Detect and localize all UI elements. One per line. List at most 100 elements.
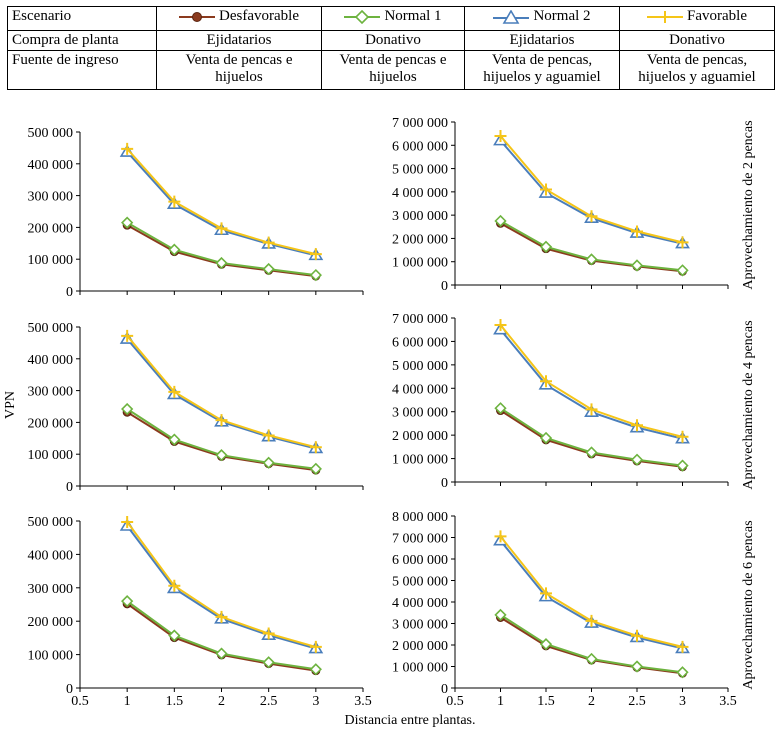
- series-line-favorable: [126, 521, 317, 648]
- data-point-favorable: [309, 640, 322, 653]
- y-tick-label: 0: [66, 480, 73, 495]
- data-point-normal-1: [215, 647, 228, 660]
- x-tick-label: 3: [679, 694, 686, 709]
- series-line-normal-2: [126, 525, 317, 650]
- data-point-normal-1: [309, 268, 322, 282]
- data-point-favorable: [168, 385, 181, 398]
- series-line-normal-2: [499, 329, 683, 440]
- header-label-compra: Compra de planta: [7, 29, 157, 51]
- data-point-normal-1: [494, 214, 507, 228]
- x-tick-label: 1: [124, 694, 131, 709]
- data-point-favorable: [585, 614, 598, 627]
- y-tick-label: 3 000 000: [392, 618, 448, 633]
- x-tick-label: 2.5: [260, 694, 278, 709]
- data-point-normal-1: [585, 253, 598, 266]
- y-tick-label: 6 000 000: [392, 139, 448, 154]
- y-tick-label: 4 000 000: [392, 382, 448, 397]
- data-point-favorable: [309, 248, 322, 261]
- header-row-compra: Compra de planta Ejidatarios Donativo Ej…: [7, 29, 775, 51]
- data-point-favorable: [262, 236, 275, 249]
- x-tick-label: 2: [218, 694, 225, 709]
- x-tick-label: 1.5: [166, 694, 184, 709]
- x-tick-label: 3.5: [354, 694, 372, 709]
- data-point-favorable: [309, 441, 322, 454]
- series-line-normal-2: [126, 338, 317, 450]
- y-tick-label: 1 000 000: [392, 661, 448, 676]
- y-tick-label: 2 000 000: [392, 639, 448, 654]
- data-point-favorable: [215, 414, 228, 427]
- data-point-normal-1: [585, 652, 598, 666]
- y-tick-label: 6 000 000: [392, 335, 448, 350]
- y-tick-label: 2 000 000: [392, 232, 448, 247]
- data-point-normal-1: [676, 666, 689, 679]
- data-point-normal-1: [121, 402, 134, 416]
- x-tick-label: 3: [312, 694, 319, 709]
- data-point-favorable: [676, 236, 689, 249]
- data-point-normal-1: [539, 240, 553, 253]
- y-tick-label: 500 000: [28, 515, 74, 530]
- data-point-favorable: [631, 419, 643, 432]
- x-tick-label: 0.5: [446, 694, 464, 709]
- x-tick-label: 2: [588, 694, 595, 709]
- data-point-normal-1: [168, 433, 181, 446]
- y-tick-label: 4 000 000: [392, 186, 448, 201]
- data-point-favorable: [540, 183, 552, 196]
- legend-label-desfavorable: Desfavorable: [219, 8, 299, 24]
- x-tick-label: 2.5: [628, 694, 646, 709]
- data-point-favorable: [168, 579, 181, 592]
- data-point-favorable: [262, 429, 275, 442]
- y-tick-label: 1 000 000: [392, 256, 448, 271]
- data-point-favorable: [676, 430, 689, 443]
- header-table-container: Escenario Desfavorable Normal 1 Normal 2…: [7, 6, 775, 90]
- y-tick-label: 400 000: [28, 353, 74, 368]
- series-line-normal-2: [499, 139, 683, 245]
- data-point-favorable: [121, 142, 134, 155]
- y-tick-label: 300 000: [28, 385, 74, 400]
- data-point-normal-1: [630, 259, 644, 272]
- legend-marker-favorable-icon: [647, 10, 683, 23]
- header-label-scenario: Escenario: [7, 6, 157, 31]
- header-table: Escenario Desfavorable Normal 1 Normal 2…: [7, 6, 775, 90]
- y-tick-label: 200 000: [28, 416, 74, 431]
- y-tick-label: 200 000: [28, 615, 74, 630]
- header-cell-fuente-3: Venta de pencas, hijuelos y aguamiel: [464, 49, 620, 90]
- data-point-normal-1: [215, 449, 228, 462]
- data-point-normal-1: [168, 629, 181, 642]
- data-point-favorable: [676, 640, 689, 653]
- data-point-favorable: [215, 222, 228, 235]
- data-point-favorable: [494, 129, 507, 142]
- y-tick-label: 200 000: [28, 221, 74, 236]
- data-point-favorable: [215, 610, 228, 623]
- data-point-favorable: [631, 629, 643, 642]
- data-point-normal-1: [630, 453, 644, 466]
- data-point-normal-1: [168, 243, 181, 256]
- series-line-favorable: [499, 324, 683, 438]
- data-point-normal-1: [262, 656, 275, 669]
- chart-panel-5: 0 100 000 200 000 300 000 400 000 500 000 0.5 1…: [28, 515, 372, 709]
- row-label-6-pencas: Aprovechamiento de 6 pencas: [741, 520, 756, 689]
- data-point-favorable: [121, 516, 134, 529]
- legend-item-normal-1: Normal 1: [321, 6, 465, 31]
- x-tick-label: 0.5: [71, 694, 89, 709]
- y-tick-label: 100 000: [28, 253, 74, 268]
- legend-item-desfavorable: Desfavorable: [156, 6, 322, 31]
- legend-label-normal-2: Normal 2: [533, 8, 591, 24]
- data-point-favorable: [540, 587, 552, 600]
- y-tick-label: 7 000 000: [392, 312, 448, 327]
- row-label-2-pencas: Aprovechamiento de 2 pencas: [741, 120, 756, 289]
- legend-label-favorable: Favorable: [687, 8, 747, 24]
- y-tick-label: 3 000 000: [392, 209, 448, 224]
- header-label-fuente: Fuente de ingreso: [7, 49, 157, 90]
- y-tick-label: 5 000 000: [392, 359, 448, 374]
- series-line-favorable: [499, 135, 683, 244]
- chart-panel-6: 0 1 000 000 2 000 000 3 000 000 4 000 000 5 0…: [392, 510, 737, 709]
- data-point-normal-1: [676, 264, 689, 277]
- data-point-normal-1: [494, 402, 507, 415]
- data-point-normal-1: [215, 256, 228, 270]
- y-tick-label: 500 000: [28, 126, 74, 141]
- header-cell-fuente-1: Venta de pencas e hijuelos: [156, 49, 322, 90]
- y-tick-label: 3 000 000: [392, 406, 448, 421]
- data-point-favorable: [631, 225, 643, 238]
- y-tick-label: 8 000 000: [392, 510, 448, 525]
